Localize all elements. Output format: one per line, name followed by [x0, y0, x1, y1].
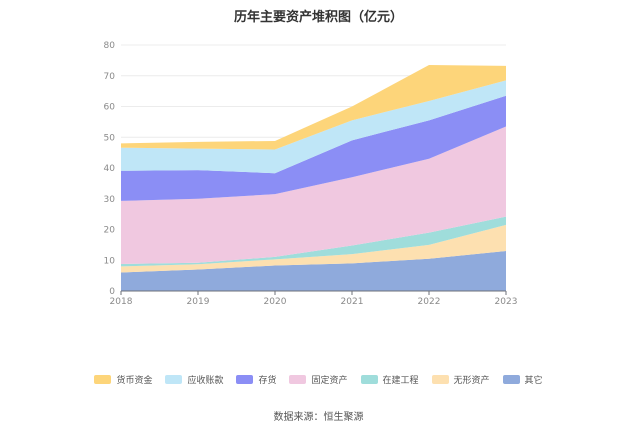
y-tick-label: 20 [104, 226, 116, 236]
legend-item[interactable]: 无形资产 [431, 373, 490, 386]
area-series-0 [121, 251, 506, 291]
x-tick-label: 2021 [341, 297, 364, 307]
legend-swatch [165, 375, 183, 384]
legend-item[interactable]: 其它 [502, 373, 543, 386]
area-series [121, 64, 506, 291]
area-series-5 [121, 80, 506, 174]
legend-label: 其它 [524, 376, 543, 386]
x-tick-label: 2019 [187, 297, 210, 307]
area-series-6 [121, 64, 506, 150]
y-tick-label: 30 [104, 195, 116, 205]
legend-label: 货币资金 [116, 376, 153, 386]
area-series-4 [121, 95, 506, 201]
legend-label: 固定资产 [311, 376, 348, 386]
legend-swatch [236, 375, 254, 384]
legend-item[interactable]: 在建工程 [360, 373, 419, 386]
legend-item[interactable]: 货币资金 [94, 373, 152, 386]
area-series-2 [121, 216, 506, 267]
y-tick-label: 60 [104, 103, 116, 113]
legend: 货币资金 应收账款 存货 固定资产 在建工程 无形资产 其它 [0, 373, 637, 386]
y-tick-label: 10 [104, 256, 116, 266]
y-tick-label: 80 [104, 41, 116, 51]
legend-swatch [94, 375, 112, 384]
x-tick-label: 2023 [495, 297, 518, 307]
area-series-1 [121, 224, 506, 273]
y-tick-label: 0 [109, 287, 115, 297]
y-tick-label: 40 [104, 164, 116, 174]
legend-item[interactable]: 固定资产 [289, 373, 348, 386]
legend-item[interactable]: 存货 [236, 373, 276, 386]
y-tick-label: 70 [104, 72, 116, 82]
legend-swatch [431, 375, 449, 384]
x-tick-label: 2020 [264, 297, 287, 307]
source-text: 数据来源：恒生聚源 [273, 412, 364, 423]
legend-swatch [289, 375, 307, 384]
legend-label: 存货 [258, 376, 277, 386]
legend-swatch [360, 375, 378, 384]
legend-label: 在建工程 [382, 376, 419, 386]
legend-label: 无形资产 [453, 376, 490, 386]
chart-title: 历年主要资产堆积图（亿元） [233, 10, 403, 25]
legend-item[interactable]: 应收账款 [165, 373, 223, 386]
axes: 0 10 20 30 40 50 60 70 80 2018 2019 2020 2021 2022 202… [104, 41, 518, 307]
x-tick-label: 2022 [418, 297, 441, 307]
area-series-3 [121, 126, 506, 264]
legend-label: 应收账款 [187, 376, 224, 386]
y-tick-label: 50 [104, 133, 116, 143]
legend-swatch [502, 375, 520, 384]
x-tick-label: 2018 [110, 297, 133, 307]
